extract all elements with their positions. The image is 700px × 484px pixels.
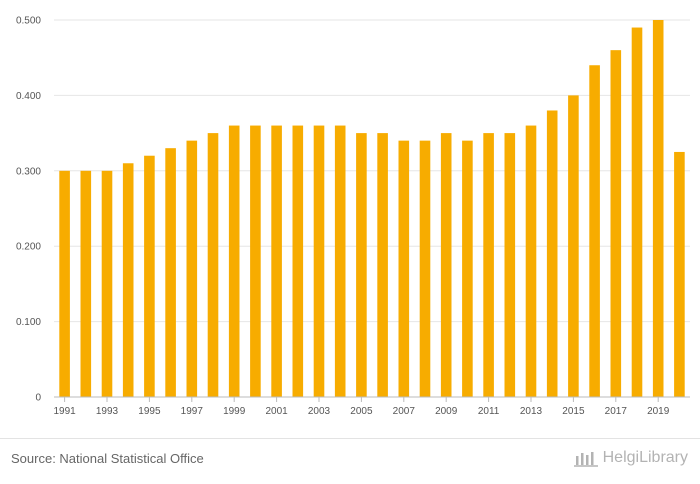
chart-footer: Source: National Statistical Office Helg… [0, 438, 700, 484]
bar-2015[interactable] [568, 95, 579, 398]
bar-1997[interactable] [186, 140, 198, 397]
x-tick-label: 1997 [181, 406, 204, 417]
bar-2000[interactable] [250, 125, 261, 397]
bar-1999[interactable] [228, 125, 240, 397]
helgilibrary-logo[interactable]: HelgiLibrary [573, 449, 688, 467]
x-tick-label: 2005 [350, 406, 373, 417]
y-tick-label: 0.500 [16, 16, 41, 27]
bar-2014[interactable] [546, 110, 558, 397]
bar-1995[interactable] [144, 155, 155, 397]
y-tick-label: 0.300 [16, 166, 41, 177]
x-tick-label: 2001 [265, 406, 288, 417]
bar-2007[interactable] [398, 140, 410, 397]
bar-2001[interactable] [271, 125, 282, 397]
bar-1994[interactable] [122, 163, 134, 397]
x-tick-label: 1995 [138, 406, 161, 417]
bar-1998[interactable] [207, 133, 219, 397]
x-tick-label: 2003 [308, 406, 331, 417]
bar-2012[interactable] [504, 133, 516, 397]
bar-2008[interactable] [419, 140, 431, 397]
bar-2006[interactable] [377, 133, 388, 397]
x-tick-label: 2009 [435, 406, 458, 417]
x-tick-label: 1999 [223, 406, 246, 417]
bar-2009[interactable] [440, 133, 452, 397]
bar-2020[interactable] [674, 151, 685, 397]
bar-2018[interactable] [631, 27, 643, 397]
bar-2002[interactable] [292, 125, 304, 397]
bar-2010[interactable] [462, 140, 473, 397]
library-building-icon [573, 452, 598, 467]
x-axis-ticks: 1991 1993 1995 1997 1999 2001 2003 2005 2007 2009… [53, 397, 670, 417]
bar-2003[interactable] [313, 125, 325, 397]
y-tick-label: 0.200 [16, 242, 41, 253]
bar-1992[interactable] [80, 170, 92, 397]
x-tick-label: 1993 [96, 406, 119, 417]
bar-2019[interactable] [652, 20, 664, 397]
y-tick-label: 0.400 [16, 91, 41, 102]
y-axis-ticks: 0 0.100 0.200 0.300 0.400 0.500 [16, 16, 41, 404]
logo-text: HelgiLibrary [602, 449, 688, 466]
bar-2016[interactable] [589, 65, 600, 398]
bar-2011[interactable] [483, 133, 494, 397]
source-text: Source: National Statistical Office [11, 451, 204, 466]
gridlines [54, 19, 690, 323]
bar-2017[interactable] [610, 50, 622, 397]
x-tick-label: 2013 [520, 406, 543, 417]
x-tick-label: 2011 [478, 406, 500, 417]
bar-2004[interactable] [334, 125, 346, 397]
bar-2013[interactable] [525, 125, 537, 397]
bar-2005[interactable] [356, 133, 367, 397]
y-tick-label: 0 [35, 393, 41, 404]
bar-1991[interactable] [59, 170, 70, 397]
x-tick-label: 2007 [393, 406, 416, 417]
bar-1993[interactable] [101, 170, 113, 397]
x-tick-label: 1991 [53, 406, 76, 417]
x-tick-label: 2015 [562, 406, 585, 417]
x-tick-label: 2017 [605, 406, 628, 417]
bar-1996[interactable] [165, 148, 176, 397]
y-tick-label: 0.100 [16, 317, 41, 328]
bars [59, 20, 685, 398]
x-tick-label: 2019 [647, 406, 670, 417]
